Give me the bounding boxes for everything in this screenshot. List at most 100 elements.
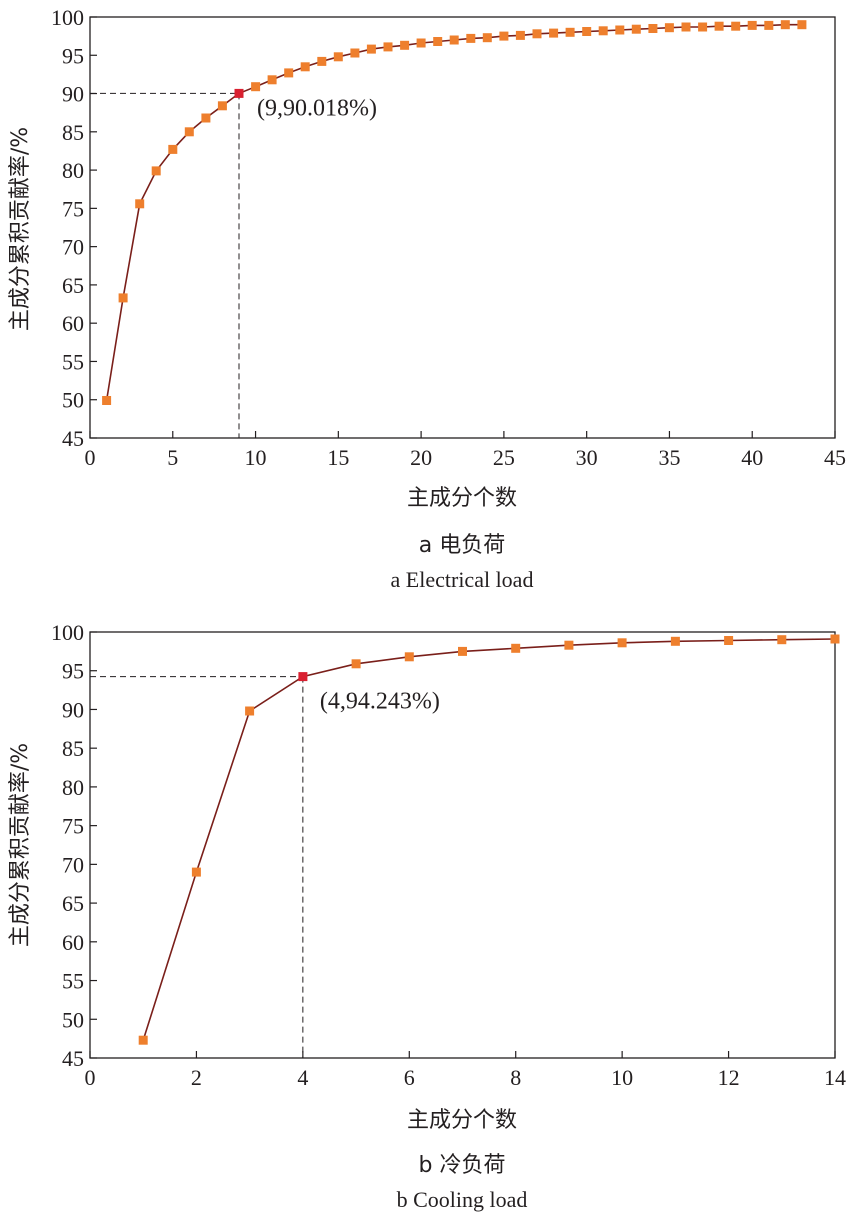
data-point xyxy=(482,33,492,43)
data-point xyxy=(201,113,211,123)
data-point xyxy=(466,33,476,43)
data-point xyxy=(598,26,608,36)
x-tick-label: 30 xyxy=(576,445,598,470)
y-tick-label: 100 xyxy=(51,620,84,645)
y-tick-label: 50 xyxy=(62,388,84,413)
x-tick-label: 45 xyxy=(824,445,846,470)
data-point xyxy=(191,867,201,877)
data-series xyxy=(138,634,840,1045)
data-point xyxy=(617,638,627,648)
data-point xyxy=(138,1035,148,1045)
y-tick-label: 85 xyxy=(62,736,84,761)
x-tick-label: 10 xyxy=(245,445,267,470)
data-point xyxy=(648,24,658,33)
x-tick-label: 8 xyxy=(510,1065,521,1090)
caption-english: a Electrical load xyxy=(391,567,534,592)
data-point xyxy=(499,31,509,41)
plot-area-border xyxy=(89,631,836,1059)
y-tick-label: 60 xyxy=(62,930,84,955)
data-point xyxy=(350,48,360,58)
series-line xyxy=(142,638,836,1041)
x-tick-label: 4 xyxy=(297,1065,308,1090)
data-point xyxy=(664,23,674,33)
chart-panel-electrical: 0 5 10 15 20 25 30 35 40 45 45 50 55 60 65 70 75 80 85 90 9… xyxy=(8,5,846,592)
y-tick-label: 65 xyxy=(62,891,84,916)
highlight-guides xyxy=(90,676,304,1058)
data-point xyxy=(582,27,592,36)
y-tick-label: 45 xyxy=(62,1046,84,1071)
y-tick-label: 55 xyxy=(62,349,84,374)
x-tick-label: 15 xyxy=(327,445,349,470)
data-point xyxy=(681,22,691,32)
data-point xyxy=(564,640,574,650)
y-tick-label: 65 xyxy=(62,273,84,298)
x-tick-label: 12 xyxy=(718,1065,740,1090)
data-point xyxy=(747,20,757,30)
data-point xyxy=(151,166,161,176)
x-tick-label: 6 xyxy=(404,1065,415,1090)
data-point xyxy=(780,20,790,30)
data-point xyxy=(184,127,194,137)
data-point xyxy=(245,706,255,716)
y-tick-label: 70 xyxy=(62,235,84,260)
data-point xyxy=(102,396,112,405)
data-point xyxy=(724,636,734,645)
data-point xyxy=(565,27,575,37)
y-axis-ticks: 45 50 55 60 65 70 75 80 85 90 95 100 xyxy=(51,5,97,451)
y-tick-label: 90 xyxy=(62,697,84,722)
y-tick-label: 75 xyxy=(62,814,84,839)
data-point xyxy=(416,38,426,48)
y-tick-label: 80 xyxy=(62,158,84,183)
data-point xyxy=(404,652,414,662)
y-tick-label: 55 xyxy=(62,969,84,994)
data-point xyxy=(532,29,542,39)
data-series xyxy=(102,20,807,405)
data-point xyxy=(449,35,459,45)
x-tick-label: 2 xyxy=(191,1065,202,1090)
x-axis-label: 主成分个数 xyxy=(407,1108,517,1133)
data-point xyxy=(317,56,327,66)
data-point xyxy=(797,20,807,30)
chart-panel-cooling: 0 2 4 6 8 10 12 14 45 50 55 60 65 70 75 80 85 90 95 100 (4… xyxy=(8,620,846,1212)
data-point xyxy=(830,634,840,644)
data-point xyxy=(777,635,787,645)
data-point xyxy=(135,199,145,209)
y-tick-label: 95 xyxy=(62,659,84,684)
highlight-guides xyxy=(90,92,240,438)
data-point xyxy=(284,68,294,78)
y-tick-label: 90 xyxy=(62,82,84,107)
data-point xyxy=(383,42,393,52)
x-tick-label: 0 xyxy=(85,1065,96,1090)
y-tick-label: 85 xyxy=(62,120,84,145)
data-point xyxy=(251,82,261,92)
data-point xyxy=(731,21,741,31)
data-point xyxy=(433,37,443,46)
data-point xyxy=(458,646,467,656)
x-tick-label: 25 xyxy=(493,445,515,470)
y-tick-label: 50 xyxy=(62,1007,84,1032)
x-tick-label: 35 xyxy=(658,445,680,470)
y-axis-label: 主成分累积贡献率/% xyxy=(8,127,33,331)
data-point xyxy=(351,659,361,669)
y-tick-label: 75 xyxy=(62,196,84,221)
data-point xyxy=(217,101,227,111)
highlight-annotation: (4,94.243%) xyxy=(320,689,440,715)
x-axis-ticks: 0 5 10 15 20 25 30 35 40 45 xyxy=(85,431,846,470)
data-point xyxy=(168,144,178,154)
x-tick-label: 10 xyxy=(611,1065,633,1090)
data-point xyxy=(670,636,680,646)
data-point xyxy=(400,40,410,50)
x-axis-ticks: 0 2 4 6 8 10 12 14 xyxy=(85,1051,846,1090)
data-point xyxy=(366,44,376,54)
data-point xyxy=(511,643,521,653)
x-axis-label: 主成分个数 xyxy=(407,486,517,511)
y-tick-label: 95 xyxy=(62,43,84,68)
data-point xyxy=(515,30,525,40)
data-point xyxy=(631,24,641,34)
caption-chinese: b 冷负荷 xyxy=(419,1153,506,1178)
y-tick-label: 70 xyxy=(62,852,84,877)
data-point xyxy=(764,20,774,30)
data-point xyxy=(714,21,724,31)
caption-english: b Cooling load xyxy=(397,1187,528,1212)
data-point xyxy=(698,22,708,32)
